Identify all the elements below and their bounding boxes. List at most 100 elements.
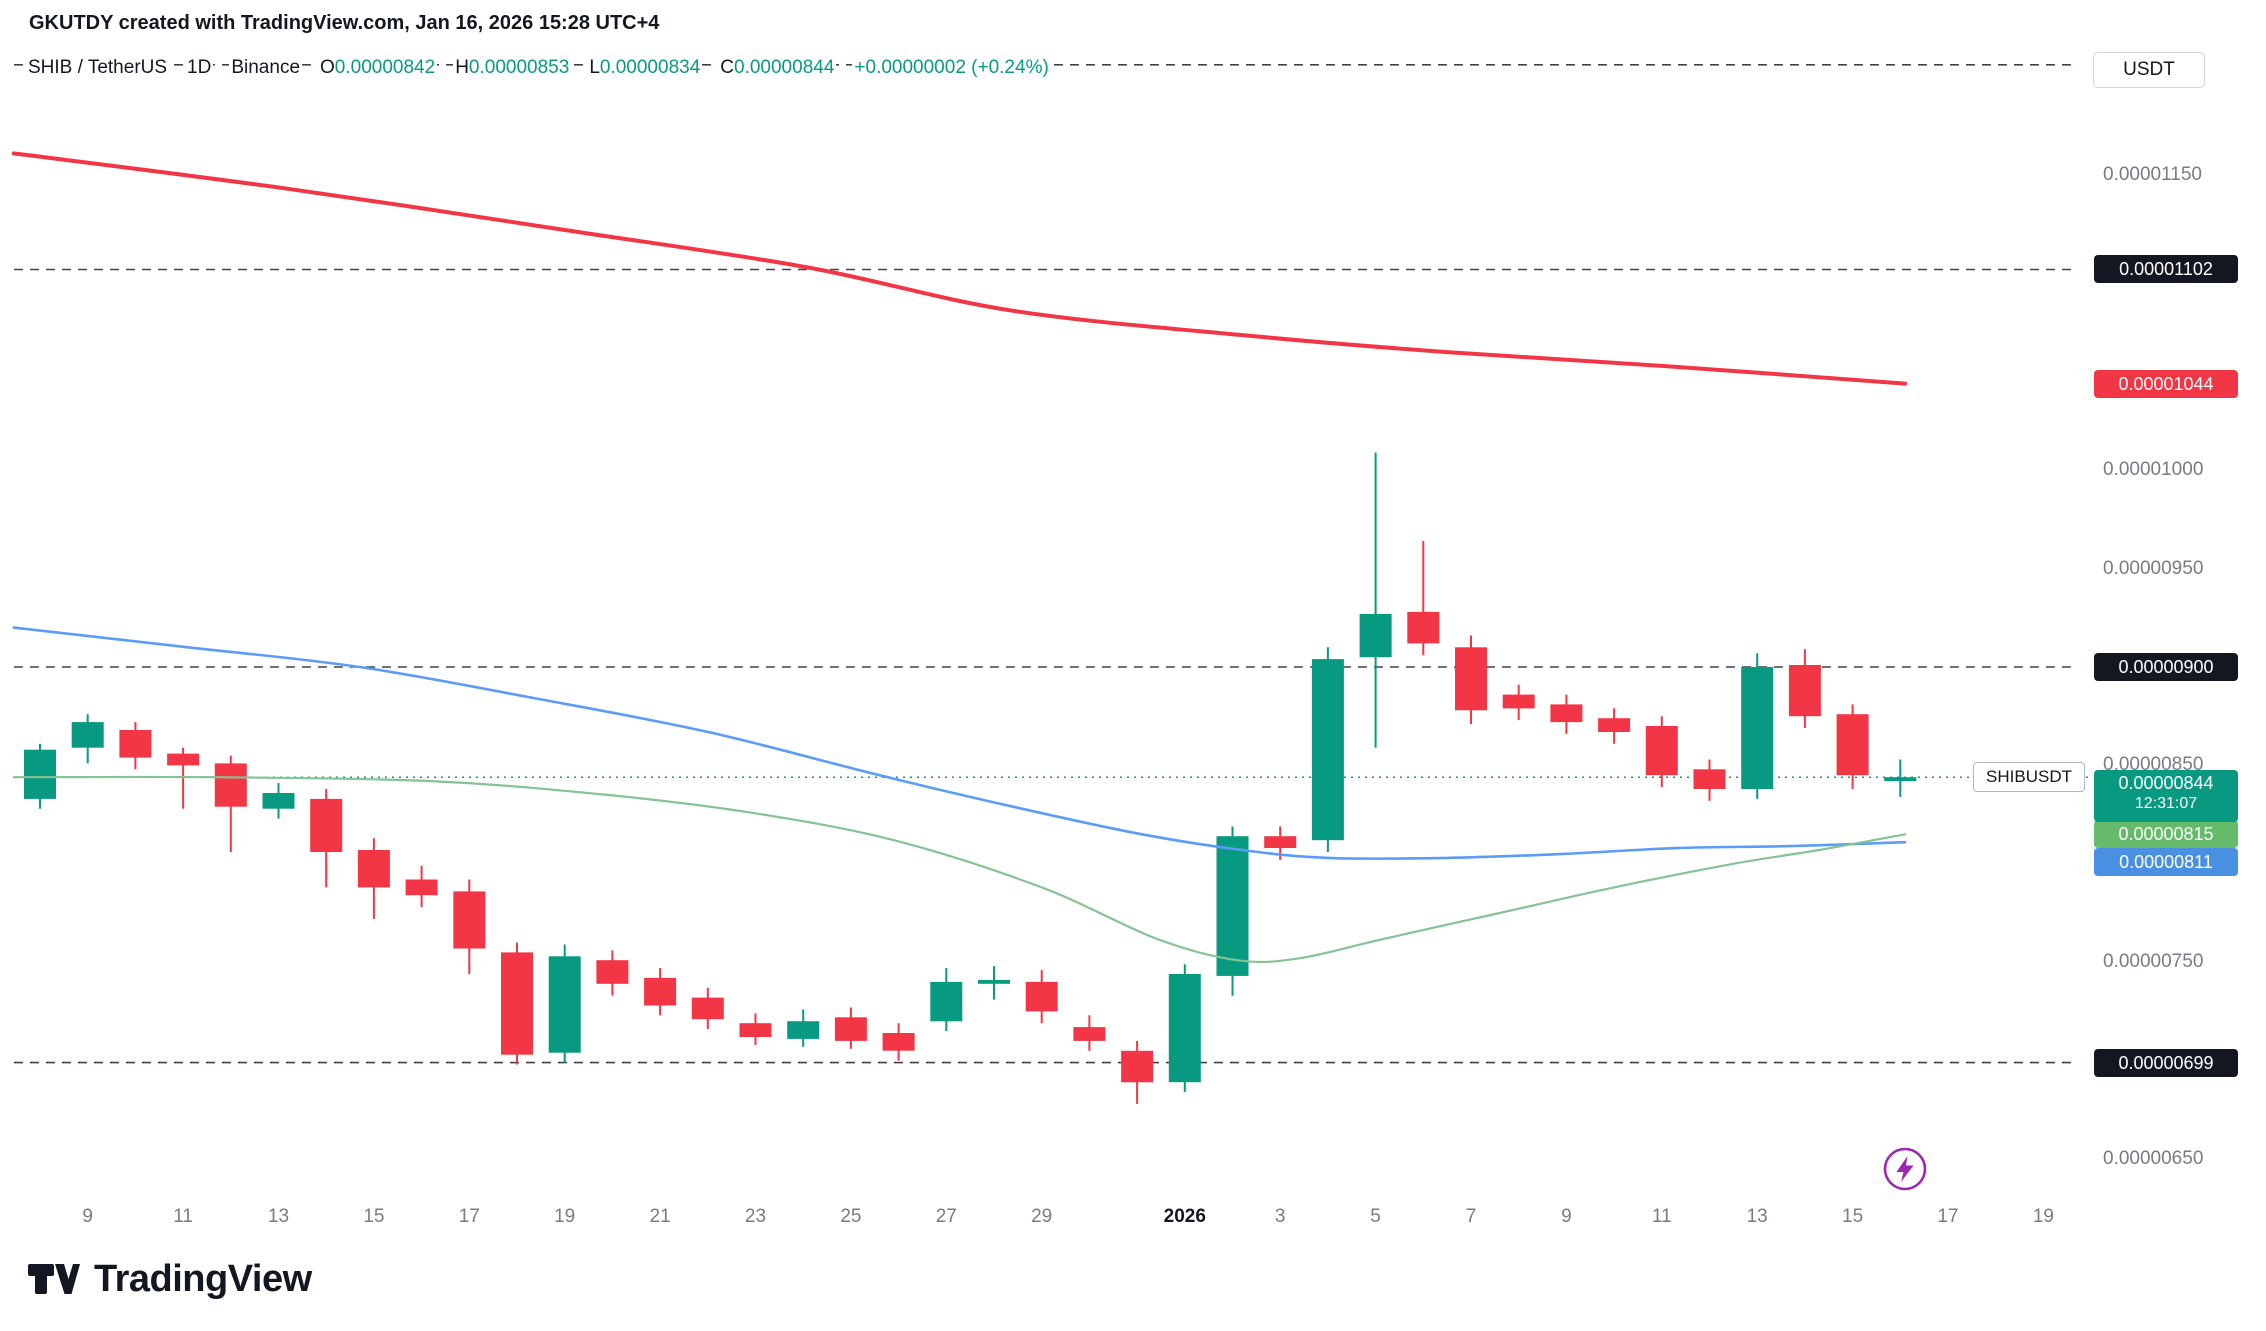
time-tick-label: 11 — [173, 1206, 193, 1227]
ma-short-green — [12, 775, 1907, 964]
candle-down — [119, 730, 152, 758]
candle-down — [453, 891, 486, 949]
ohlc-close: C0.00000844 — [718, 57, 837, 79]
price-level-badge: 0.00001102 — [2094, 255, 2238, 284]
candle-down — [1455, 647, 1487, 711]
candle-down — [739, 1023, 772, 1037]
candle-up — [978, 979, 1010, 984]
price-tick-label: 0.00000650 — [2103, 1148, 2204, 1169]
ma-long-red — [11, 151, 1908, 386]
ohlc-high: H0.00000853 — [453, 57, 572, 79]
time-tick-label: 29 — [1031, 1206, 1053, 1227]
candle-up — [1216, 836, 1249, 976]
time-tick-label: 9 — [1561, 1206, 1572, 1227]
price-tick-label: 0.00001150 — [2103, 164, 2202, 185]
price-tick-label: 0.00000950 — [2103, 557, 2204, 579]
snapshot-watermark: GKUTDY created with TradingView.com, Jan… — [29, 12, 660, 34]
instant-trading-button[interactable] — [1880, 1144, 1930, 1194]
candle-up — [24, 749, 56, 799]
ma-value-badge: 0.00000815 — [2094, 820, 2238, 849]
time-tick-label: 9 — [82, 1206, 93, 1227]
candle-up — [1741, 667, 1774, 789]
time-tick-label: 13 — [1746, 1206, 1768, 1227]
candle-down — [1502, 694, 1535, 709]
time-tick-label: 3 — [1274, 1206, 1286, 1227]
candle-down — [1025, 981, 1058, 1012]
tradingview-wordmark: TradingView — [94, 1257, 312, 1300]
currency-badge: USDT — [2093, 52, 2205, 88]
symbol-title[interactable]: SHIB / TetherUS — [26, 57, 170, 79]
time-tick-label: 17 — [1937, 1206, 1959, 1227]
price-level-badge: 0.00000900 — [2094, 653, 2238, 681]
candle-up — [1168, 974, 1201, 1083]
candle-down — [1407, 611, 1440, 644]
ohlc-open: O0.00000842 — [318, 57, 438, 79]
candle-down — [691, 997, 724, 1020]
candle-down — [1693, 769, 1726, 789]
time-tick-label: 17 — [458, 1206, 480, 1227]
candle-down — [1121, 1050, 1154, 1083]
price-level-badge: 0.00000699 — [2094, 1048, 2238, 1077]
candle-down — [357, 850, 390, 888]
last-price-badge: 0.00000844 12:31:07 — [2094, 770, 2238, 823]
time-tick-label: 2026 — [1163, 1206, 1206, 1227]
tradingview-logo[interactable]: TradingView — [26, 1252, 312, 1306]
candle-down — [1264, 836, 1297, 848]
time-tick-label: 13 — [267, 1206, 290, 1227]
candle-up — [1311, 659, 1344, 841]
time-tick-label: 19 — [2032, 1206, 2054, 1227]
ohlc-low: L0.00000834 — [587, 57, 703, 79]
candle-up — [1359, 613, 1392, 658]
candle-up — [930, 981, 963, 1022]
candle-down — [1645, 726, 1678, 776]
time-tick-label: 23 — [744, 1206, 767, 1227]
candle-up — [787, 1021, 820, 1039]
bar-countdown: 12:31:07 — [2134, 795, 2198, 813]
time-tick-label: 21 — [649, 1206, 671, 1227]
price-tick-label: 0.00000750 — [2103, 951, 2204, 973]
candle-down — [1836, 714, 1869, 776]
tradingview-mark-icon — [28, 1264, 80, 1294]
candle-up — [1884, 777, 1917, 782]
candle-down — [1788, 665, 1821, 717]
candle-down — [310, 798, 343, 852]
time-tick-label: 15 — [1842, 1206, 1864, 1227]
symbol-price-label: SHIBUSDT — [1973, 762, 2085, 792]
candle-down — [501, 952, 533, 1055]
candle-down — [214, 763, 247, 807]
candle-down — [1073, 1027, 1106, 1041]
candle-down — [834, 1017, 867, 1041]
time-tick-label: 5 — [1370, 1206, 1381, 1227]
time-tick-label: 7 — [1465, 1206, 1477, 1227]
candle-down — [167, 753, 200, 766]
candle-up — [548, 956, 581, 1053]
candle-up — [262, 793, 295, 809]
change-label: +0.00000002 (+0.24%) — [852, 57, 1051, 79]
time-tick-label: 27 — [935, 1206, 957, 1227]
chart-legend: SHIB / TetherUS 1D Binance O0.00000842 H… — [26, 57, 1051, 79]
candle-down — [882, 1033, 915, 1051]
time-tick-label: 15 — [363, 1206, 385, 1227]
interval-label[interactable]: 1D — [185, 57, 214, 79]
lightning-icon — [1883, 1147, 1927, 1191]
price-tick-label: 0.00001000 — [2103, 459, 2204, 481]
time-axis[interactable]: 9 11 13 15 17 19 21 23 25 27 29 2026 3 5 7 9 11 13 15 17 19 — [0, 1198, 2091, 1242]
candle-down — [596, 960, 629, 984]
time-tick-label: 19 — [554, 1206, 576, 1227]
ma-mid-blue — [12, 626, 1907, 860]
candle-up — [71, 722, 104, 748]
price-axis[interactable]: 0.00001150 0.00001000 0.00000950 0.00000850… — [2091, 0, 2266, 1331]
candle-down — [1550, 704, 1583, 723]
price-tick-label: 0.00000850 — [2103, 754, 2204, 776]
candle-down — [644, 977, 677, 1006]
ma-value-badge: 0.00001044 — [2094, 369, 2238, 398]
time-tick-label: 11 — [1651, 1206, 1672, 1227]
candle-down — [1598, 718, 1631, 732]
candle-down — [405, 879, 438, 896]
exchange-label: Binance — [229, 57, 303, 79]
ma-value-badge: 0.00000811 — [2094, 848, 2238, 877]
last-price-value: 0.00000844 — [2118, 773, 2214, 794]
time-tick-label: 25 — [840, 1206, 862, 1227]
